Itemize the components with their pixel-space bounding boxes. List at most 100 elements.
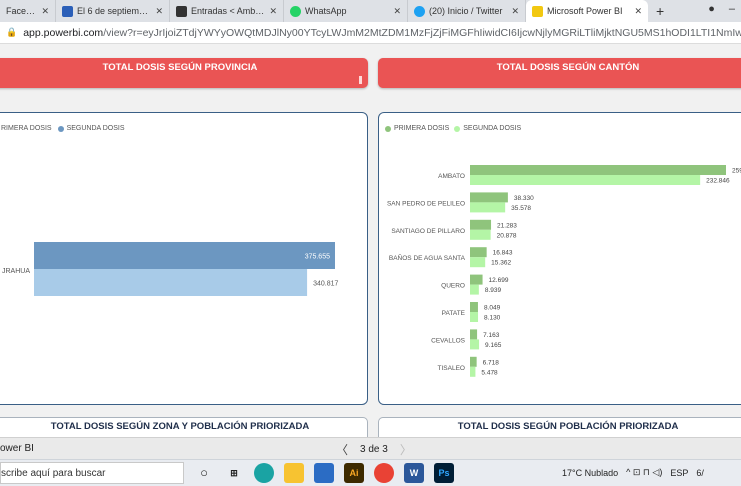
tab-whatsapp[interactable]: WhatsApp ✕: [284, 0, 408, 22]
close-icon[interactable]: ✕: [155, 5, 163, 16]
tab-label: El 6 de septiembre ar: [77, 6, 152, 16]
page-navigator: 〈 3 de 3 〉: [336, 441, 412, 458]
bar-segunda: [470, 175, 701, 185]
bar-primera: [34, 242, 335, 269]
tab-label: (20) Inicio / Twitter: [429, 6, 503, 16]
chart-panel-canton[interactable]: PRIMERA DOSIS SEGUNDA DOSIS AMBATO 259232…: [378, 112, 741, 405]
site-favicon-icon: [176, 5, 187, 17]
power-bi-icon: [532, 5, 543, 17]
close-icon[interactable]: ✕: [511, 5, 519, 16]
data-label: 259: [732, 168, 741, 175]
close-icon[interactable]: ✕: [41, 5, 49, 16]
photoshop-icon[interactable]: Ps: [434, 463, 454, 483]
legend-item-segunda: SEGUNDA DOSIS: [463, 125, 522, 132]
chrome-icon[interactable]: [374, 463, 394, 483]
data-label: 8.049: [484, 305, 501, 312]
bar-segunda: [470, 284, 479, 295]
clock[interactable]: 6/: [696, 467, 704, 478]
cortana-icon[interactable]: ○: [200, 465, 208, 480]
category-label: JRAHUA: [2, 268, 30, 275]
close-icon[interactable]: ✕: [393, 5, 401, 16]
legend-item-primera: PRIMERA DOSIS: [394, 125, 450, 132]
scroll-indicator: [359, 76, 362, 84]
data-label: 15.362: [491, 260, 511, 267]
category-label: SANTIAGO DE PILLARO: [391, 228, 465, 235]
bar-segunda: [470, 339, 480, 350]
data-label: 232.846: [706, 178, 730, 185]
tab-label: Microsoft Power BI: [547, 6, 623, 16]
provincia-bar-chart: JRAHUA 375.655 340.817: [2, 242, 338, 296]
bar-segunda: [470, 312, 479, 322]
banner-title: TOTAL DOSIS SEGÚN ZONA Y POBLACIÓN PRIOR…: [50, 421, 310, 432]
data-label: 12.699: [489, 277, 509, 284]
legend-dot-icon: [57, 125, 64, 132]
window-controls: ● –: [708, 3, 735, 15]
tab-ambato[interactable]: Entradas < AmbatoNe ✕: [170, 0, 284, 22]
url-text[interactable]: app.powerbi.com/view?r=eyJrIjoiZTdjYWYyO…: [23, 27, 741, 39]
data-label: 375.655: [305, 254, 330, 261]
weather-widget[interactable]: 17°C Nublado: [562, 467, 619, 478]
category-label: QUERO: [441, 283, 465, 290]
tab-power-bi[interactable]: Microsoft Power BI ✕: [526, 0, 648, 22]
tab-news[interactable]: El 6 de septiembre ar ✕: [56, 0, 170, 22]
url-host: app.powerbi.com: [23, 26, 104, 39]
data-label: 16.843: [493, 250, 513, 257]
legend-dot-icon: [385, 125, 391, 132]
system-tray: 17°C Nublado ^ ⊡ ⊓ ◁) ESP 6/: [562, 467, 704, 478]
twitter-icon: [414, 5, 425, 17]
data-label: 6.718: [483, 359, 500, 366]
address-bar[interactable]: 🔒 app.powerbi.com/view?r=eyJrIjoiZTdjYWY…: [0, 22, 741, 44]
mail-icon[interactable]: [314, 463, 334, 483]
canton-bar-chart: AMBATO 259232.846 SAN PEDRO DE PELILEO 38.3…: [387, 165, 741, 377]
url-path: /view?r=eyJrIjoiZTdjYWYyOWQtMDJlNy00YTcy…: [103, 26, 741, 39]
bar-primera: [470, 165, 726, 175]
bar-primera: [470, 356, 477, 367]
language-indicator[interactable]: ESP: [670, 467, 689, 478]
next-page-button[interactable]: 〉: [399, 443, 412, 457]
illustrator-icon[interactable]: Ai: [344, 463, 364, 483]
tab-label: Entradas < AmbatoNe: [191, 6, 265, 16]
taskbar-search-input[interactable]: scribe aquí para buscar: [0, 462, 184, 484]
previous-page-button[interactable]: 〈: [336, 443, 349, 457]
close-icon[interactable]: ✕: [269, 5, 277, 16]
legend-item-segunda: SEGUNDA DOSIS: [66, 125, 125, 132]
banner-provincia: TOTAL DOSIS SEGÚN PROVINCIA: [0, 58, 368, 88]
app-name: ower BI: [0, 443, 34, 454]
banner-title: TOTAL DOSIS SEGÚN CANTÓN: [496, 62, 640, 73]
bar-primera: [470, 247, 487, 258]
task-view-icon[interactable]: ⊞: [230, 468, 238, 478]
data-label: 5.478: [481, 369, 498, 376]
word-icon[interactable]: W: [404, 463, 424, 483]
profile-icon[interactable]: ●: [708, 3, 715, 15]
report-canvas: TOTAL DOSIS SEGÚN PROVINCIA TOTAL DOSIS …: [0, 44, 741, 437]
data-label: 20.878: [497, 232, 517, 239]
lock-icon[interactable]: 🔒: [6, 27, 18, 37]
browser-tab-strip: Facebook ✕ El 6 de septiembre ar ✕ Entra…: [0, 0, 741, 22]
category-label: AMBATO: [438, 173, 465, 180]
category-label: SAN PEDRO DE PELILEO: [387, 200, 465, 207]
close-icon[interactable]: ✕: [634, 5, 642, 16]
news-favicon-icon: [62, 5, 73, 17]
chart-panel-provincia[interactable]: RIMERA DOSIS SEGUNDA DOSIS JRAHUA 375.655…: [0, 112, 368, 405]
legend-item-primera: RIMERA DOSIS: [1, 125, 52, 132]
tray-icons[interactable]: ^ ⊡ ⊓ ◁): [626, 467, 663, 477]
bar-primera: [470, 192, 508, 203]
minimize-icon[interactable]: –: [728, 3, 735, 15]
edge-icon[interactable]: [254, 463, 274, 483]
power-bi-status-bar: ower BI 〈 3 de 3 〉: [0, 437, 741, 459]
search-placeholder: scribe aquí para buscar: [1, 468, 106, 479]
bar-primera: [470, 302, 478, 312]
tab-twitter[interactable]: (20) Inicio / Twitter ✕: [408, 0, 526, 22]
category-label: CEVALLOS: [431, 337, 466, 344]
category-label: PATATE: [442, 310, 466, 317]
banner-title: TOTAL DOSIS SEGÚN PROVINCIA: [102, 62, 258, 73]
bar-segunda: [34, 269, 308, 296]
bar-segunda: [470, 202, 506, 213]
data-label: 8.130: [484, 315, 501, 322]
file-explorer-icon[interactable]: [284, 463, 304, 483]
tab-facebook[interactable]: Facebook ✕: [0, 0, 56, 22]
data-label: 35.578: [511, 205, 531, 212]
new-tab-button[interactable]: +: [656, 3, 665, 19]
tab-label: WhatsApp: [305, 6, 347, 16]
banner-canton: TOTAL DOSIS SEGÚN CANTÓN: [378, 58, 741, 88]
